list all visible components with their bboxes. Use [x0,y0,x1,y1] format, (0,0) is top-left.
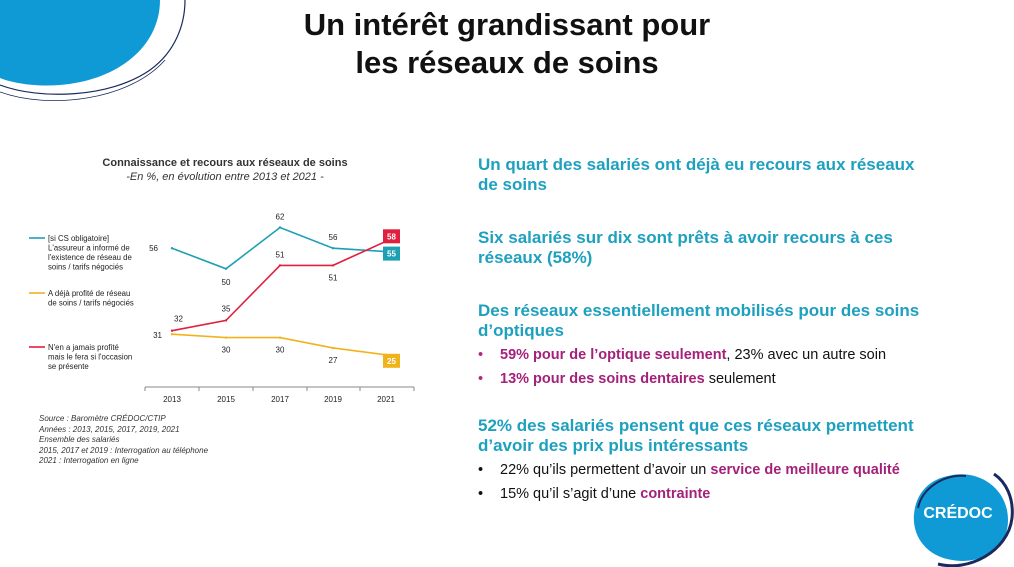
legend-label: se présente [48,362,89,371]
finding-bullet-qualite: • 22% qu’ils permettent d’avoir un servic… [478,461,958,479]
finding-heading-line: Un quart des salariés ont déjà eu recour… [478,155,915,174]
bullet-text: 15% qu’il s’agit d’une [500,486,641,502]
chart-subtitle: -En %, en évolution entre 2013 et 2021 - [126,171,324,183]
data-point [331,346,335,350]
legend-label: L'assureur a informé de [48,244,130,253]
data-label: 30 [276,346,285,355]
data-point [224,319,228,322]
data-point [224,267,228,270]
data-label: 35 [222,304,231,313]
bullet-text: seulement [704,371,776,387]
finding-heading-line: réseaux (58%) [478,248,593,267]
x-tick-label: 2015 [217,395,235,404]
data-label: 51 [329,273,338,282]
data-point [170,333,174,336]
end-value-label: 55 [387,250,396,259]
bullet-dot: • [478,347,484,363]
chart-title: Connaissance et recours aux réseaux de s… [102,157,348,169]
finding-heading-line: d’avoir des prix plus intéressants [478,436,749,455]
line-chart: 2013 2015 2017 2019 2021 56 50 62 56 55 31 30 30 27 25… [29,213,415,404]
data-point [170,247,174,250]
source-line: 2015, 2017 et 2019 : Interrogation au té… [39,445,209,455]
data-label: 50 [222,278,231,287]
x-tick-label: 2021 [377,395,395,404]
data-label: 56 [149,244,158,253]
data-point [331,264,335,267]
bullet-highlight: service de meilleure qualité [710,462,900,478]
bullet-dot: • [478,462,484,478]
finding-bullet-contrainte: • 15% qu’il s’agit d’une contrainte [478,485,958,503]
bullet-dot: • [478,371,484,387]
bullet-highlight: contrainte [640,486,711,502]
finding-bullet-optique: • 59% pour de l’optique seulement, 23% av… [478,346,958,364]
data-label: 30 [222,346,231,355]
bullet-highlight: 59% pour de l’optique seulement [500,347,727,363]
credoc-logo-text: CRÉDOC [923,505,993,522]
source-note: Source : Baromètre CRÉDOC/CTIP Années : … [39,414,208,467]
credoc-logo [913,472,1014,567]
legend-label: soins / tarifs négociés [48,263,123,272]
data-label: 56 [329,233,338,242]
decorative-swoosh [0,0,186,101]
data-point [278,336,282,339]
finding-heading-line: d’optiques [478,321,564,340]
legend-label: de soins / tarifs négociés [48,299,134,308]
legend-label: N'en a jamais profité [48,343,119,352]
end-value-label: 58 [387,232,396,241]
series-line [171,226,387,270]
source-line: Source : Baromètre CRÉDOC/CTIP [39,414,166,423]
data-label: 32 [174,315,183,324]
slide-title-line-1: Un intérêt grandissant pour [303,7,711,42]
bullet-text: , 23% avec un autre soin [726,347,887,363]
source-line: 2021 : Interrogation en ligne [39,456,139,465]
data-point [224,336,228,339]
data-label: 27 [329,356,338,365]
x-tick-label: 2017 [271,395,289,404]
bullet-text: 22% qu’ils permettent d’avoir un [500,462,711,478]
x-tick-label: 2019 [324,395,342,404]
finding-bullet-dentaire: • 13% pour des soins dentaires seulement [478,370,958,388]
finding-heading-line: Six salariés sur dix sont prêts à avoir … [478,228,893,247]
finding-heading-2: Six salariés sur dix sont prêts à avoir … [478,228,958,268]
finding-heading-1: Un quart des salariés ont déjà eu recour… [478,155,958,195]
data-point [170,329,174,332]
data-label: 31 [153,331,162,340]
data-point [278,226,282,229]
bullet-highlight: 13% pour des soins dentaires [500,371,705,387]
finding-heading-line: de soins [478,175,547,194]
legend-label: A déjà profité de réseau [48,289,130,298]
end-value-badge [383,353,400,368]
end-value-label: 25 [387,357,396,366]
finding-heading-4: 52% des salariés pensent que ces réseaux… [478,416,958,456]
end-value-badge [383,229,400,244]
data-point [331,247,335,250]
finding-heading-line: 52% des salariés pensent que ces réseaux… [478,416,914,435]
finding-heading-3: Des réseaux essentiellement mobilisés po… [478,301,958,341]
bullet-dot: • [478,486,484,502]
source-line: Ensemble des salariés [39,435,120,444]
finding-heading-line: Des réseaux essentiellement mobilisés po… [478,301,920,320]
legend-label: [si CS obligatoire] [48,234,109,243]
data-point [278,264,282,267]
data-label: 62 [276,213,285,222]
slide-title-line-2: les réseaux de soins [355,45,659,80]
x-tick-label: 2013 [163,395,181,404]
end-value-badge [383,246,400,261]
slide-title: Un intérêt grandissant pour les réseaux … [200,6,814,82]
source-line: Années : 2013, 2015, 2017, 2019, 2021 [39,424,180,434]
data-label: 51 [276,250,285,259]
legend-label: l'existence de réseau de [48,253,132,262]
legend-label: mais le fera si l'occasion [48,353,132,362]
